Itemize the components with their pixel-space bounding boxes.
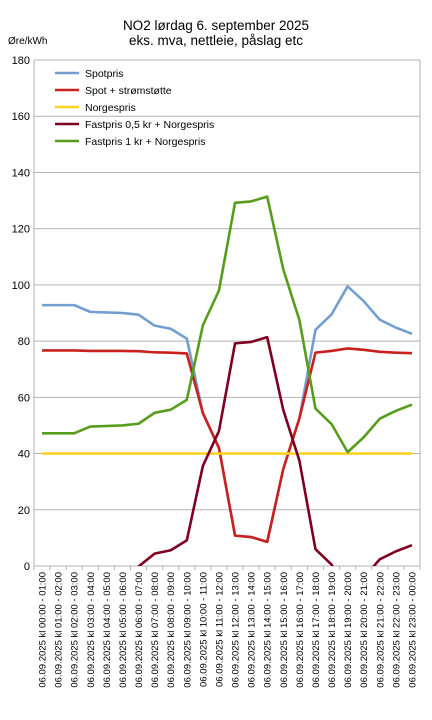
y-tick-label: 60 — [18, 392, 30, 404]
x-tick-label: 06.09.2025 kl 23:00 - 00:00 — [407, 572, 418, 688]
x-tick-label: 06.09.2025 kl 03:00 - 04:00 — [86, 572, 97, 688]
x-tick-label: 06.09.2025 kl 16:00 - 17:00 — [295, 572, 306, 688]
series-line-0 — [42, 284, 413, 544]
y-tick-label: 120 — [12, 224, 30, 236]
x-tick-label: 06.09.2025 kl 19:00 - 20:00 — [343, 572, 354, 688]
y-tick-labels: 0 20 40 60 80 100 120 140 160 180 — [12, 55, 30, 573]
x-tick-label: 06.09.2025 kl 12:00 - 13:00 — [231, 572, 242, 688]
x-tick-labels: 06.09.2025 kl 00:00 - 01:00 06.09.2025 kl… — [38, 572, 419, 688]
x-tick-label: 06.09.2025 kl 09:00 - 10:00 — [182, 572, 193, 688]
x-tick-label: 06.09.2025 kl 13:00 - 14:00 — [247, 572, 258, 688]
series-line-3 — [137, 335, 413, 566]
x-tick-label: 06.09.2025 kl 21:00 - 22:00 — [375, 572, 386, 688]
x-tick-label: 06.09.2025 kl 01:00 - 02:00 — [54, 572, 65, 688]
y-axis-label: Øre/kWh — [8, 36, 47, 47]
series-line-4 — [42, 195, 413, 454]
legend-entry: Fastpris 1 kr + Norgespris — [85, 136, 206, 148]
y-tick-label: 40 — [18, 449, 30, 461]
legend-entry: Spotpris — [85, 68, 124, 80]
x-tick-label: 06.09.2025 kl 17:00 - 18:00 — [311, 572, 322, 688]
x-tick-label: 06.09.2025 kl 07:00 - 08:00 — [150, 572, 161, 688]
x-tick-label: 06.09.2025 kl 20:00 - 21:00 — [359, 572, 370, 688]
x-tick-label: 06.09.2025 kl 04:00 - 05:00 — [102, 572, 113, 688]
x-tick-label: 06.09.2025 kl 15:00 - 16:00 — [279, 572, 290, 688]
x-tick-label: 06.09.2025 kl 11:00 - 12:00 — [214, 572, 225, 687]
legend-entry: Fastpris 0,5 kr + Norgespris — [85, 119, 214, 131]
legend-entry: Spot + strømstøtte — [85, 85, 172, 97]
chart-title-line-2: eks. mva, nettleie, påslag etc — [129, 33, 303, 48]
x-tick-label: 06.09.2025 kl 14:00 - 15:00 — [263, 572, 274, 688]
y-tick-label: 80 — [18, 336, 30, 348]
x-tick-label: 06.09.2025 kl 02:00 - 03:00 — [70, 572, 81, 688]
y-tick-label: 0 — [24, 561, 30, 573]
x-tick-label: 06.09.2025 kl 05:00 - 06:00 — [118, 572, 129, 688]
y-tick-label: 140 — [12, 167, 30, 179]
x-tick-label: 06.09.2025 kl 22:00 - 23:00 — [391, 572, 402, 688]
x-tick-label: 06.09.2025 kl 08:00 - 09:00 — [166, 572, 177, 688]
x-tick-label: 06.09.2025 kl 00:00 - 01:00 — [38, 572, 49, 688]
x-tick-label: 06.09.2025 kl 06:00 - 07:00 — [134, 572, 145, 688]
y-tick-label: 100 — [12, 280, 30, 292]
legend: Spotpris Spot + strømstøtte Norgespris Fast… — [55, 68, 214, 148]
y-tick-label: 180 — [12, 55, 30, 67]
series-line-1 — [42, 347, 413, 544]
y-tick-label: 160 — [12, 111, 30, 123]
x-tick-label: 06.09.2025 kl 18:00 - 19:00 — [327, 572, 338, 688]
chart-title-line-1: NO2 lørdag 6. september 2025 — [123, 18, 309, 33]
x-tick-label: 06.09.2025 kl 10:00 - 11:00 — [198, 572, 209, 687]
legend-entry: Norgespris — [85, 102, 136, 114]
y-tick-label: 20 — [18, 505, 30, 517]
series-lines — [42, 195, 413, 566]
